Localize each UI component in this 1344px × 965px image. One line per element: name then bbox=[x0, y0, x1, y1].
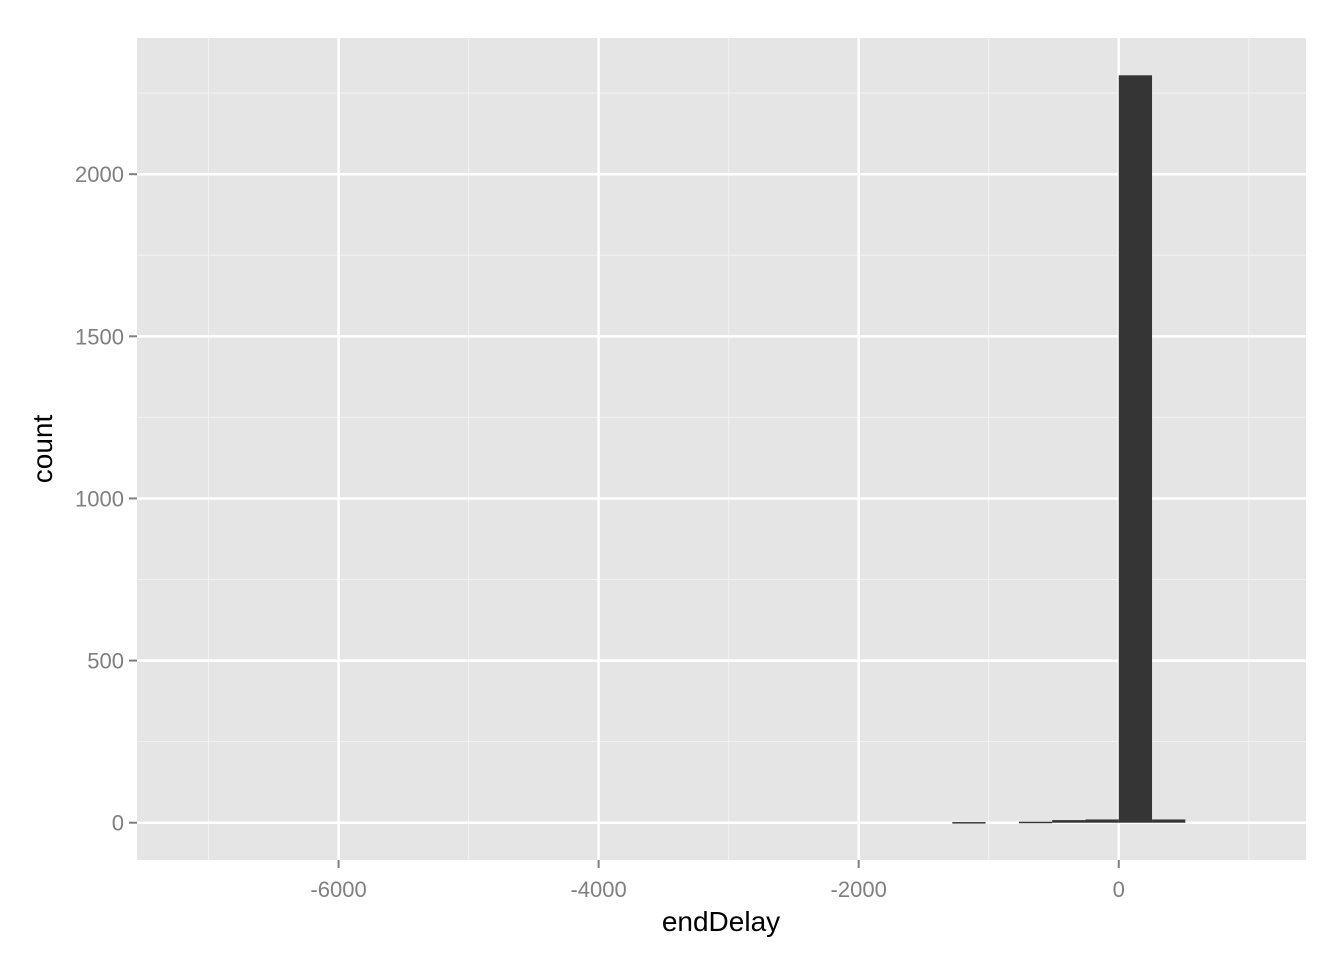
histogram-bar bbox=[952, 822, 986, 824]
y-tick-label: 1000 bbox=[75, 486, 124, 511]
histogram-bar bbox=[1118, 75, 1153, 823]
x-axis-ticks: -6000 -4000 -2000 0 bbox=[310, 860, 1125, 902]
x-axis-title: endDelay bbox=[662, 906, 780, 937]
histogram-bar bbox=[1018, 821, 1053, 824]
y-tick-label: 2000 bbox=[75, 162, 124, 187]
x-tick-label: -4000 bbox=[570, 877, 626, 902]
x-tick-label: -6000 bbox=[310, 877, 366, 902]
y-axis-title: count bbox=[27, 415, 58, 484]
histogram-bars bbox=[952, 75, 1186, 824]
histogram-bar bbox=[1085, 819, 1119, 823]
x-tick-label: 0 bbox=[1113, 877, 1125, 902]
x-tick-label: -2000 bbox=[831, 877, 887, 902]
y-tick-label: 0 bbox=[112, 811, 124, 836]
y-axis-ticks: 0 500 1000 1500 2000 bbox=[75, 162, 137, 836]
y-tick-label: 1500 bbox=[75, 324, 124, 349]
histogram-bar bbox=[1152, 819, 1186, 823]
y-tick-label: 500 bbox=[87, 649, 124, 674]
histogram-bar bbox=[1052, 820, 1086, 823]
